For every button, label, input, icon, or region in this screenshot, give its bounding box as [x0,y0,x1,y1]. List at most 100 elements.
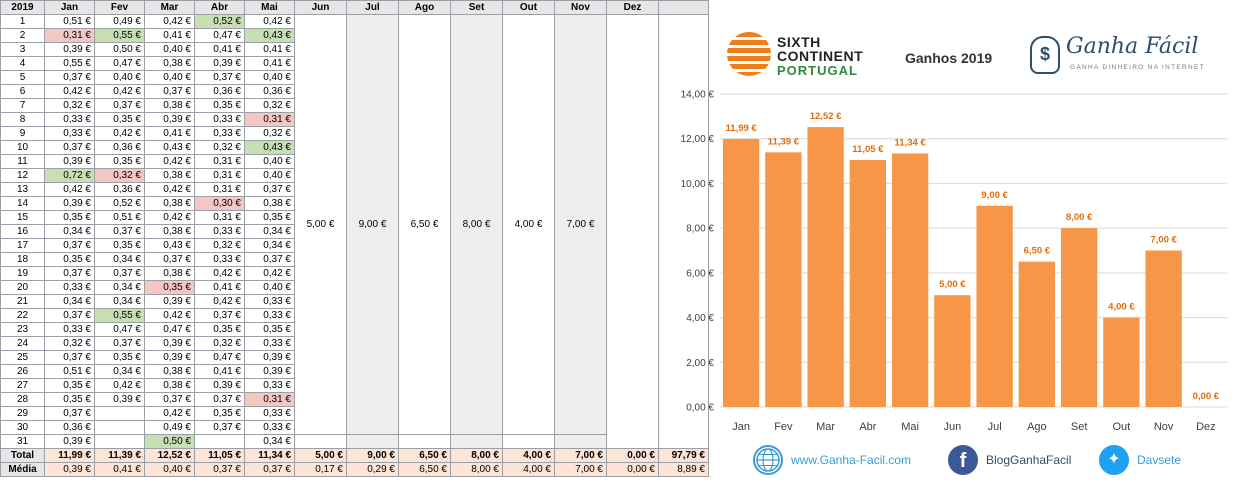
table-cell[interactable]: 0,42 € [144,14,195,29]
table-cell[interactable] [94,420,145,435]
table-cell[interactable]: 0,40 € [244,280,295,295]
table-cell[interactable]: 0,39 € [244,350,295,365]
table-cell[interactable]: 0,31 € [194,168,245,183]
header-cell[interactable]: Abr [194,0,245,15]
row-label[interactable]: 28 [0,392,45,407]
table-cell[interactable]: 0,35 € [44,210,95,225]
table-cell[interactable] [398,434,451,449]
footer-facebook-link[interactable]: f BlogGanhaFacil [948,444,1071,476]
table-cell[interactable]: 0,43 € [244,28,295,43]
row-label[interactable]: 22 [0,308,45,323]
table-cell[interactable]: 0,37 € [194,308,245,323]
table-cell[interactable]: 0,38 € [144,168,195,183]
table-cell[interactable]: 0,33 € [44,112,95,127]
table-cell[interactable]: 0,36 € [94,182,145,197]
table-cell[interactable]: 0,39 € [144,350,195,365]
table-cell[interactable]: 0,39 € [44,434,95,449]
table-cell[interactable]: 0,36 € [94,140,145,155]
row-label[interactable]: 15 [0,210,45,225]
header-cell[interactable]: Jan [44,0,95,15]
table-cell[interactable]: 0,32 € [194,336,245,351]
table-cell[interactable]: 0,37 € [44,266,95,281]
table-cell[interactable]: 0,34 € [244,434,295,449]
table-cell[interactable]: 0,34 € [44,224,95,239]
table-cell[interactable]: 0,37 € [194,70,245,85]
media-label[interactable]: Média [0,462,45,477]
table-cell[interactable]: 0,35 € [44,392,95,407]
table-cell[interactable]: 0,39 € [144,112,195,127]
row-label[interactable]: 4 [0,56,45,71]
table-cell[interactable]: 0,33 € [194,224,245,239]
table-cell[interactable] [502,434,555,449]
header-cell[interactable]: Jun [294,0,347,15]
row-label[interactable]: 31 [0,434,45,449]
media-cell[interactable]: 0,37 € [194,462,245,477]
table-cell[interactable]: 0,36 € [244,84,295,99]
row-label[interactable]: 10 [0,140,45,155]
table-cell[interactable]: 0,37 € [94,266,145,281]
table-cell[interactable]: 0,51 € [44,14,95,29]
table-cell[interactable]: 0,42 € [144,406,195,421]
table-cell[interactable]: 0,33 € [244,420,295,435]
table-cell[interactable]: 0,42 € [94,378,145,393]
table-cell[interactable]: 0,41 € [144,126,195,141]
table-cell[interactable]: 0,37 € [44,140,95,155]
footer-twitter-link[interactable]: ✦ Davsete [1099,444,1181,476]
table-cell[interactable]: 0,41 € [194,364,245,379]
table-cell[interactable]: 0,40 € [244,154,295,169]
table-cell[interactable]: 0,37 € [44,238,95,253]
table-cell[interactable]: 0,40 € [244,70,295,85]
table-cell[interactable]: 0,47 € [94,322,145,337]
table-cell[interactable]: 0,42 € [144,308,195,323]
table-cell[interactable]: 0,33 € [194,112,245,127]
table-cell[interactable]: 0,37 € [144,392,195,407]
table-cell[interactable]: 0,40 € [244,168,295,183]
table-cell[interactable]: 0,33 € [244,378,295,393]
table-cell[interactable]: 0,42 € [144,182,195,197]
table-cell[interactable]: 0,39 € [194,378,245,393]
row-label[interactable]: 11 [0,154,45,169]
header-cell[interactable]: Nov [554,0,607,15]
row-label[interactable]: 13 [0,182,45,197]
total-cell[interactable]: 11,99 € [44,448,95,463]
row-label[interactable]: 17 [0,238,45,253]
table-cell[interactable]: 0,41 € [244,56,295,71]
table-cell[interactable]: 0,39 € [44,154,95,169]
table-cell[interactable]: 0,37 € [144,84,195,99]
table-cell[interactable]: 0,39 € [144,336,195,351]
table-cell[interactable]: 0,49 € [144,420,195,435]
media-cell[interactable]: 6,50 € [398,462,451,477]
table-cell[interactable]: 0,42 € [44,182,95,197]
row-label[interactable]: 20 [0,280,45,295]
table-cell[interactable]: 0,31 € [194,182,245,197]
header-cell[interactable]: Ago [398,0,451,15]
merged-month-cell[interactable]: 5,00 € [294,14,347,435]
table-cell[interactable]: 0,34 € [244,238,295,253]
row-label[interactable]: 25 [0,350,45,365]
header-cell[interactable]: Mar [144,0,195,15]
table-cell[interactable]: 0,39 € [194,56,245,71]
total-cell[interactable]: 11,34 € [244,448,295,463]
total-cell[interactable]: 9,00 € [346,448,399,463]
table-cell[interactable] [294,434,347,449]
table-cell[interactable]: 0,35 € [244,210,295,225]
table-cell[interactable]: 0,37 € [44,350,95,365]
total-cell[interactable]: 12,52 € [144,448,195,463]
table-cell[interactable]: 0,42 € [144,210,195,225]
total-cell[interactable]: 11,39 € [94,448,145,463]
table-cell[interactable]: 0,32 € [244,126,295,141]
row-label[interactable]: 2 [0,28,45,43]
table-cell[interactable] [346,434,399,449]
table-cell[interactable]: 0,39 € [44,42,95,57]
media-cell[interactable]: 0,29 € [346,462,399,477]
table-cell[interactable]: 0,32 € [194,238,245,253]
row-label[interactable]: 23 [0,322,45,337]
media-cell[interactable]: 0,17 € [294,462,347,477]
footer-website-link[interactable]: www.Ganha-Facil.com [753,444,911,476]
table-cell[interactable]: 0,33 € [44,280,95,295]
table-cell[interactable]: 0,35 € [244,322,295,337]
table-cell[interactable]: 0,51 € [94,210,145,225]
table-cell[interactable]: 0,55 € [94,308,145,323]
table-cell[interactable]: 0,41 € [244,42,295,57]
row-label[interactable]: 3 [0,42,45,57]
